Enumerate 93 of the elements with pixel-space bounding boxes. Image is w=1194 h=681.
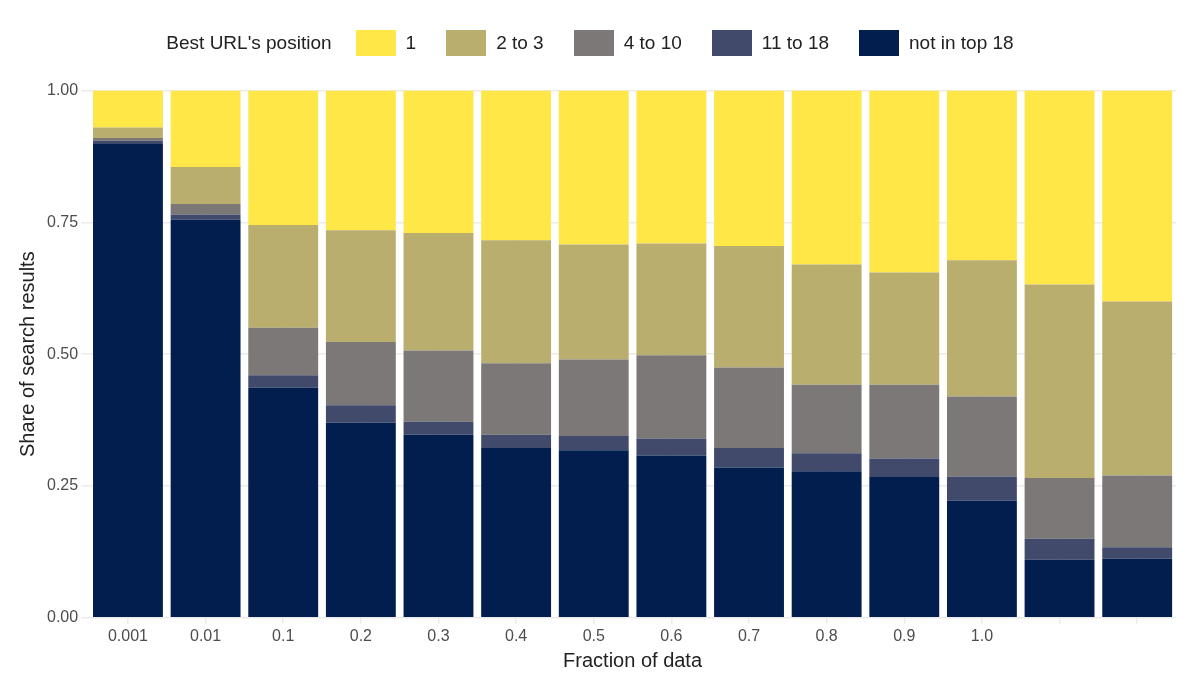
legend-label: not in top 18 xyxy=(909,32,1014,54)
legend-label: 1 xyxy=(405,32,417,54)
bar xyxy=(1102,547,1173,559)
bar xyxy=(403,90,474,233)
legend-label: 4 to 10 xyxy=(623,32,682,54)
bar xyxy=(714,448,784,468)
y-tick-label: 0.25 xyxy=(47,476,79,494)
bar xyxy=(946,90,1017,261)
y-tick-label: 0.50 xyxy=(47,344,79,362)
bar xyxy=(1102,475,1173,548)
bar xyxy=(170,203,241,215)
x-tick-label: 0.7 xyxy=(737,626,761,644)
bar xyxy=(1102,301,1173,476)
bar xyxy=(403,232,474,351)
y-tick-label: 0.75 xyxy=(47,212,79,230)
bar xyxy=(714,90,784,247)
bar xyxy=(403,434,474,618)
y-axis-title: Share of search results xyxy=(15,251,38,458)
bar xyxy=(636,90,707,244)
bar xyxy=(636,243,707,356)
bar xyxy=(1024,478,1095,539)
bar xyxy=(558,359,629,436)
x-tick-label: 0.2 xyxy=(349,626,373,644)
bar xyxy=(1102,558,1173,618)
bar xyxy=(325,342,396,406)
bar xyxy=(481,363,552,435)
bar xyxy=(325,230,396,343)
bar xyxy=(791,471,862,618)
bar xyxy=(248,225,319,328)
bar xyxy=(869,458,940,478)
bar xyxy=(636,355,707,439)
x-tick-label: 0.9 xyxy=(893,626,916,644)
bar xyxy=(248,387,319,618)
bar xyxy=(481,448,552,618)
bar xyxy=(325,422,396,618)
x-tick-label: 0.5 xyxy=(582,626,605,644)
bar xyxy=(558,244,629,360)
bar xyxy=(869,477,940,618)
bar xyxy=(791,384,862,454)
bar xyxy=(558,450,629,618)
bar xyxy=(714,467,784,618)
bar xyxy=(170,214,241,220)
bar xyxy=(869,384,940,459)
legend-label: 11 to 18 xyxy=(761,32,830,54)
bar xyxy=(791,90,862,265)
x-tick-label: 0.6 xyxy=(660,626,683,644)
bar xyxy=(869,90,940,273)
x-tick-label: 0.4 xyxy=(505,626,528,644)
x-tick-label: 0.3 xyxy=(427,626,450,644)
bar xyxy=(170,90,241,168)
bar xyxy=(714,367,784,449)
bar xyxy=(558,435,629,451)
bar xyxy=(481,434,552,449)
bar xyxy=(248,90,319,226)
bar xyxy=(93,127,163,139)
bar xyxy=(714,246,784,368)
bar xyxy=(325,405,396,423)
bar xyxy=(558,90,629,245)
x-axis-title: Fraction of data xyxy=(563,648,703,671)
bar xyxy=(946,396,1017,477)
legend-label: 2 to 3 xyxy=(496,32,544,54)
bar xyxy=(93,143,163,618)
y-tick-label: 0.00 xyxy=(47,608,79,626)
bar xyxy=(946,500,1017,618)
x-tick-label: 0.001 xyxy=(107,626,149,644)
bar xyxy=(93,90,163,128)
bar xyxy=(636,438,707,456)
bar xyxy=(403,421,474,435)
bar xyxy=(1024,559,1095,618)
y-tick-label: 1.00 xyxy=(47,81,79,99)
bar xyxy=(1024,284,1095,479)
bar xyxy=(170,219,241,618)
bar xyxy=(248,327,319,376)
legend-title: Best URL's position xyxy=(166,32,332,54)
bar xyxy=(1024,538,1095,560)
x-tick-label: 0.8 xyxy=(815,626,838,644)
bar xyxy=(869,272,940,385)
bar xyxy=(403,350,474,422)
x-tick-label: 1.0 xyxy=(970,626,994,644)
x-tick-label: 0.01 xyxy=(190,626,222,644)
bar xyxy=(1024,90,1095,285)
bar xyxy=(170,167,241,204)
bar xyxy=(481,240,552,364)
bar xyxy=(791,264,862,385)
bar xyxy=(1102,90,1173,302)
bar xyxy=(791,453,862,472)
bar xyxy=(636,455,707,618)
bar xyxy=(325,90,396,231)
x-tick-label: 0.1 xyxy=(272,626,295,644)
bar xyxy=(946,476,1017,501)
bar xyxy=(248,375,319,388)
bar xyxy=(946,260,1017,397)
bar xyxy=(481,90,552,241)
